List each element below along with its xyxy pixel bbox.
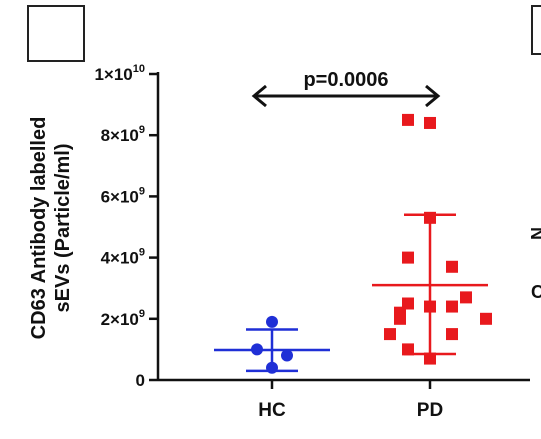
y-tick-label: 8×109 — [101, 124, 145, 145]
data-point-hc — [281, 349, 293, 362]
data-point-pd — [480, 312, 492, 325]
y-tick-label: 2×109 — [101, 308, 145, 329]
y-axis-title-line2: sEVs (Particle/ml) — [52, 144, 74, 313]
p-value-arrow-left-head — [251, 84, 267, 108]
p-value-annotation: p=0.0006 — [251, 69, 441, 108]
data-point-pd — [402, 343, 414, 356]
x-tick-label: PD — [417, 400, 443, 421]
data-point-hc — [251, 343, 263, 356]
y-axis-title-line1: CD63 Antibody labelled — [28, 117, 50, 340]
data-point-pd — [446, 300, 458, 313]
y-tick-label: 0 — [136, 371, 145, 390]
data-point-pd — [424, 116, 436, 129]
plot-marks — [214, 113, 492, 374]
y-tick-label: 4×109 — [101, 247, 145, 268]
data-point-pd — [424, 300, 436, 313]
p-value-text: p=0.0006 — [303, 69, 388, 91]
y-ticks: 0 2×109 4×109 6×109 8×109 1×1010 — [94, 63, 158, 390]
adjacent-panel-box — [531, 5, 541, 55]
data-point-pd — [402, 113, 414, 126]
data-point-hc — [266, 315, 278, 328]
panel-box — [27, 5, 85, 62]
data-point-pd — [424, 352, 436, 365]
right-edge-glyph-n: N — [528, 227, 541, 240]
data-point-pd — [394, 312, 406, 325]
y-axis-title: CD63 Antibody labelled sEVs (Particle/ml… — [28, 117, 74, 340]
p-value-arrow-right-head — [425, 84, 441, 108]
y-tick-label: 6×109 — [101, 185, 145, 206]
right-edge-glyph-c: C — [531, 282, 541, 302]
data-point-pd — [446, 328, 458, 341]
x-tick-label: HC — [258, 400, 286, 421]
data-point-pd — [402, 251, 414, 264]
data-point-pd — [402, 297, 414, 310]
data-point-pd — [460, 291, 472, 304]
data-point-pd — [384, 328, 396, 341]
data-point-pd — [424, 211, 436, 224]
x-ticks: HC PD — [258, 380, 443, 421]
data-point-pd — [446, 260, 458, 273]
data-point-hc — [266, 361, 278, 374]
y-tick-label: 1×1010 — [94, 63, 145, 84]
